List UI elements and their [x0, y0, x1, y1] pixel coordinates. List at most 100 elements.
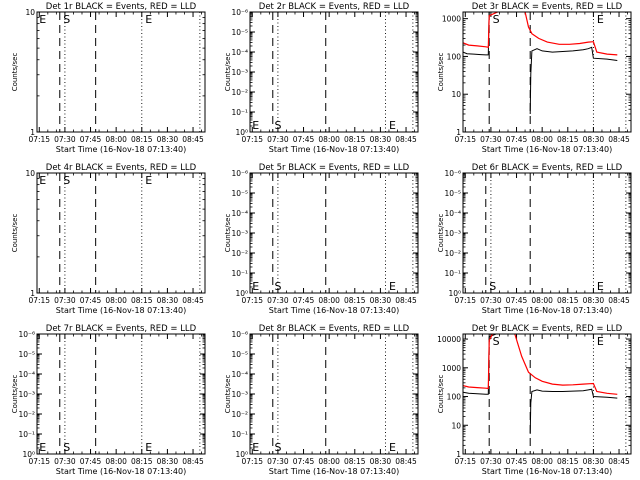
x-axis-label: Start Time (16-Nov-18 07:13:40) — [482, 145, 612, 154]
chart-panel: Det 2r BLACK = Events, RED = LLD Counts/s… — [224, 2, 419, 154]
x-tick-label: 08:30 — [583, 296, 605, 305]
x-tick-label: 07:15 — [241, 296, 263, 305]
y-tick-label: 1000 — [442, 15, 461, 24]
x-tick-label: 08:45 — [182, 457, 204, 466]
x-tick-label: 08:30 — [370, 457, 392, 466]
chart-panel: Det 5r BLACK = Events, RED = LLD Counts/s… — [224, 163, 419, 315]
start-marker-label: S — [63, 13, 70, 26]
x-tick-label: 07:15 — [454, 296, 476, 305]
chart-title: Det 7r BLACK = Events, RED = LLD — [46, 324, 197, 334]
plot-frame — [36, 11, 206, 133]
y-tick-label: 10⁻⁶ — [231, 169, 248, 178]
y-tick-label: 10⁻⁵ — [231, 189, 248, 198]
x-tick-label: 07:15 — [241, 135, 263, 144]
x-tick-label: 08:00 — [318, 135, 340, 144]
end-marker-label: E — [145, 13, 152, 26]
x-tick-label: 07:45 — [293, 457, 315, 466]
end-marker-label: E — [145, 174, 152, 187]
x-axis-label: Start Time (16-Nov-18 07:13:40) — [269, 145, 399, 154]
x-tick-label: 07:15 — [241, 457, 263, 466]
y-tick-label: 10⁻¹ — [231, 430, 248, 439]
plot-frame — [249, 333, 419, 455]
x-tick-label: 08:30 — [157, 296, 179, 305]
y-axis-label: Counts/sec — [224, 53, 232, 92]
end-marker-label: E — [252, 441, 259, 454]
y-tick-label: 10⁰ — [22, 450, 35, 459]
y-tick-label: 1 — [456, 128, 461, 137]
x-tick-label: 07:45 — [506, 457, 528, 466]
x-tick-label: 08:15 — [344, 296, 366, 305]
y-axis-label: Counts/sec — [437, 375, 445, 414]
x-axis-label: Start Time (16-Nov-18 07:13:40) — [269, 467, 399, 476]
x-tick-label: 07:30 — [267, 296, 289, 305]
x-tick-label: 07:45 — [506, 135, 528, 144]
y-tick-label: 10⁰ — [235, 450, 248, 459]
y-tick-label: 100 — [447, 52, 462, 61]
y-tick-label: 10⁻¹ — [444, 269, 461, 278]
y-tick-label: 10⁻⁴ — [231, 370, 248, 379]
x-tick-label: 07:45 — [80, 457, 102, 466]
y-tick-label: 10⁻² — [18, 410, 35, 419]
x-tick-label: 08:45 — [395, 296, 417, 305]
x-tick-label: 08:15 — [131, 135, 153, 144]
y-tick-label: 100 — [447, 393, 462, 402]
y-tick-label: 10⁻¹ — [18, 430, 35, 439]
end-marker-label: E — [389, 280, 396, 293]
events-series-line — [529, 388, 618, 434]
x-tick-label: 08:30 — [157, 457, 179, 466]
x-tick-label: 07:45 — [506, 296, 528, 305]
x-tick-label: 08:15 — [557, 457, 579, 466]
y-tick-label: 10⁻² — [231, 410, 248, 419]
x-tick-label: 08:00 — [531, 135, 553, 144]
y-tick-label: 10⁻³ — [231, 390, 248, 399]
x-tick-label: 07:30 — [480, 296, 502, 305]
x-tick-label: 08:00 — [531, 457, 553, 466]
end-marker-label: E — [597, 13, 604, 26]
x-tick-label: 07:15 — [28, 296, 50, 305]
x-tick-label: 08:00 — [531, 296, 553, 305]
y-tick-label: 10⁻³ — [231, 229, 248, 238]
x-tick-label: 07:30 — [54, 135, 76, 144]
x-tick-label: 08:45 — [608, 457, 630, 466]
end-marker-label: E — [597, 335, 604, 348]
chart-panel: Det 9r BLACK = Events, RED = LLD Counts/s… — [437, 324, 632, 476]
x-tick-label: 07:30 — [54, 457, 76, 466]
x-axis-label: Start Time (16-Nov-18 07:13:40) — [56, 306, 186, 315]
y-tick-label: 10⁻⁴ — [444, 209, 461, 218]
y-tick-label: 10⁻⁶ — [18, 330, 35, 339]
end-marker-label: E — [145, 441, 152, 454]
x-tick-label: 08:30 — [583, 135, 605, 144]
y-axis-label: Counts/sec — [224, 214, 232, 253]
y-tick-label: 10⁻⁴ — [231, 48, 248, 57]
x-tick-label: 07:30 — [480, 135, 502, 144]
y-tick-label: 10⁻¹ — [231, 108, 248, 117]
end-marker-label: E — [39, 441, 46, 454]
y-axis-label: Counts/sec — [11, 375, 19, 414]
x-tick-label: 08:30 — [370, 296, 392, 305]
start-marker-label: S — [63, 174, 70, 187]
start-marker-label: S — [274, 119, 281, 132]
x-tick-label: 08:30 — [583, 457, 605, 466]
x-tick-label: 08:15 — [131, 296, 153, 305]
y-axis-label: Counts/sec — [11, 53, 19, 92]
y-tick-label: 10⁻² — [231, 249, 248, 258]
lld-series-line — [524, 12, 618, 56]
end-marker-label: E — [252, 280, 259, 293]
x-tick-label: 07:30 — [267, 457, 289, 466]
y-tick-label: 10⁻⁶ — [231, 330, 248, 339]
x-tick-label: 08:15 — [557, 296, 579, 305]
chart-title: Det 9r BLACK = Events, RED = LLD — [472, 324, 623, 334]
chart-title: Det 3r BLACK = Events, RED = LLD — [472, 2, 623, 12]
chart-title: Det 8r BLACK = Events, RED = LLD — [259, 324, 410, 334]
y-axis-label: Counts/sec — [11, 214, 19, 253]
x-tick-label: 08:00 — [105, 457, 127, 466]
x-tick-label: 07:45 — [80, 296, 102, 305]
x-tick-label: 07:15 — [28, 135, 50, 144]
x-tick-label: 07:45 — [293, 296, 315, 305]
events-series-line — [463, 334, 497, 395]
y-tick-label: 10⁻⁵ — [444, 189, 461, 198]
y-tick-label: 10⁰ — [235, 289, 248, 298]
x-tick-label: 07:45 — [293, 135, 315, 144]
x-tick-label: 08:30 — [370, 135, 392, 144]
